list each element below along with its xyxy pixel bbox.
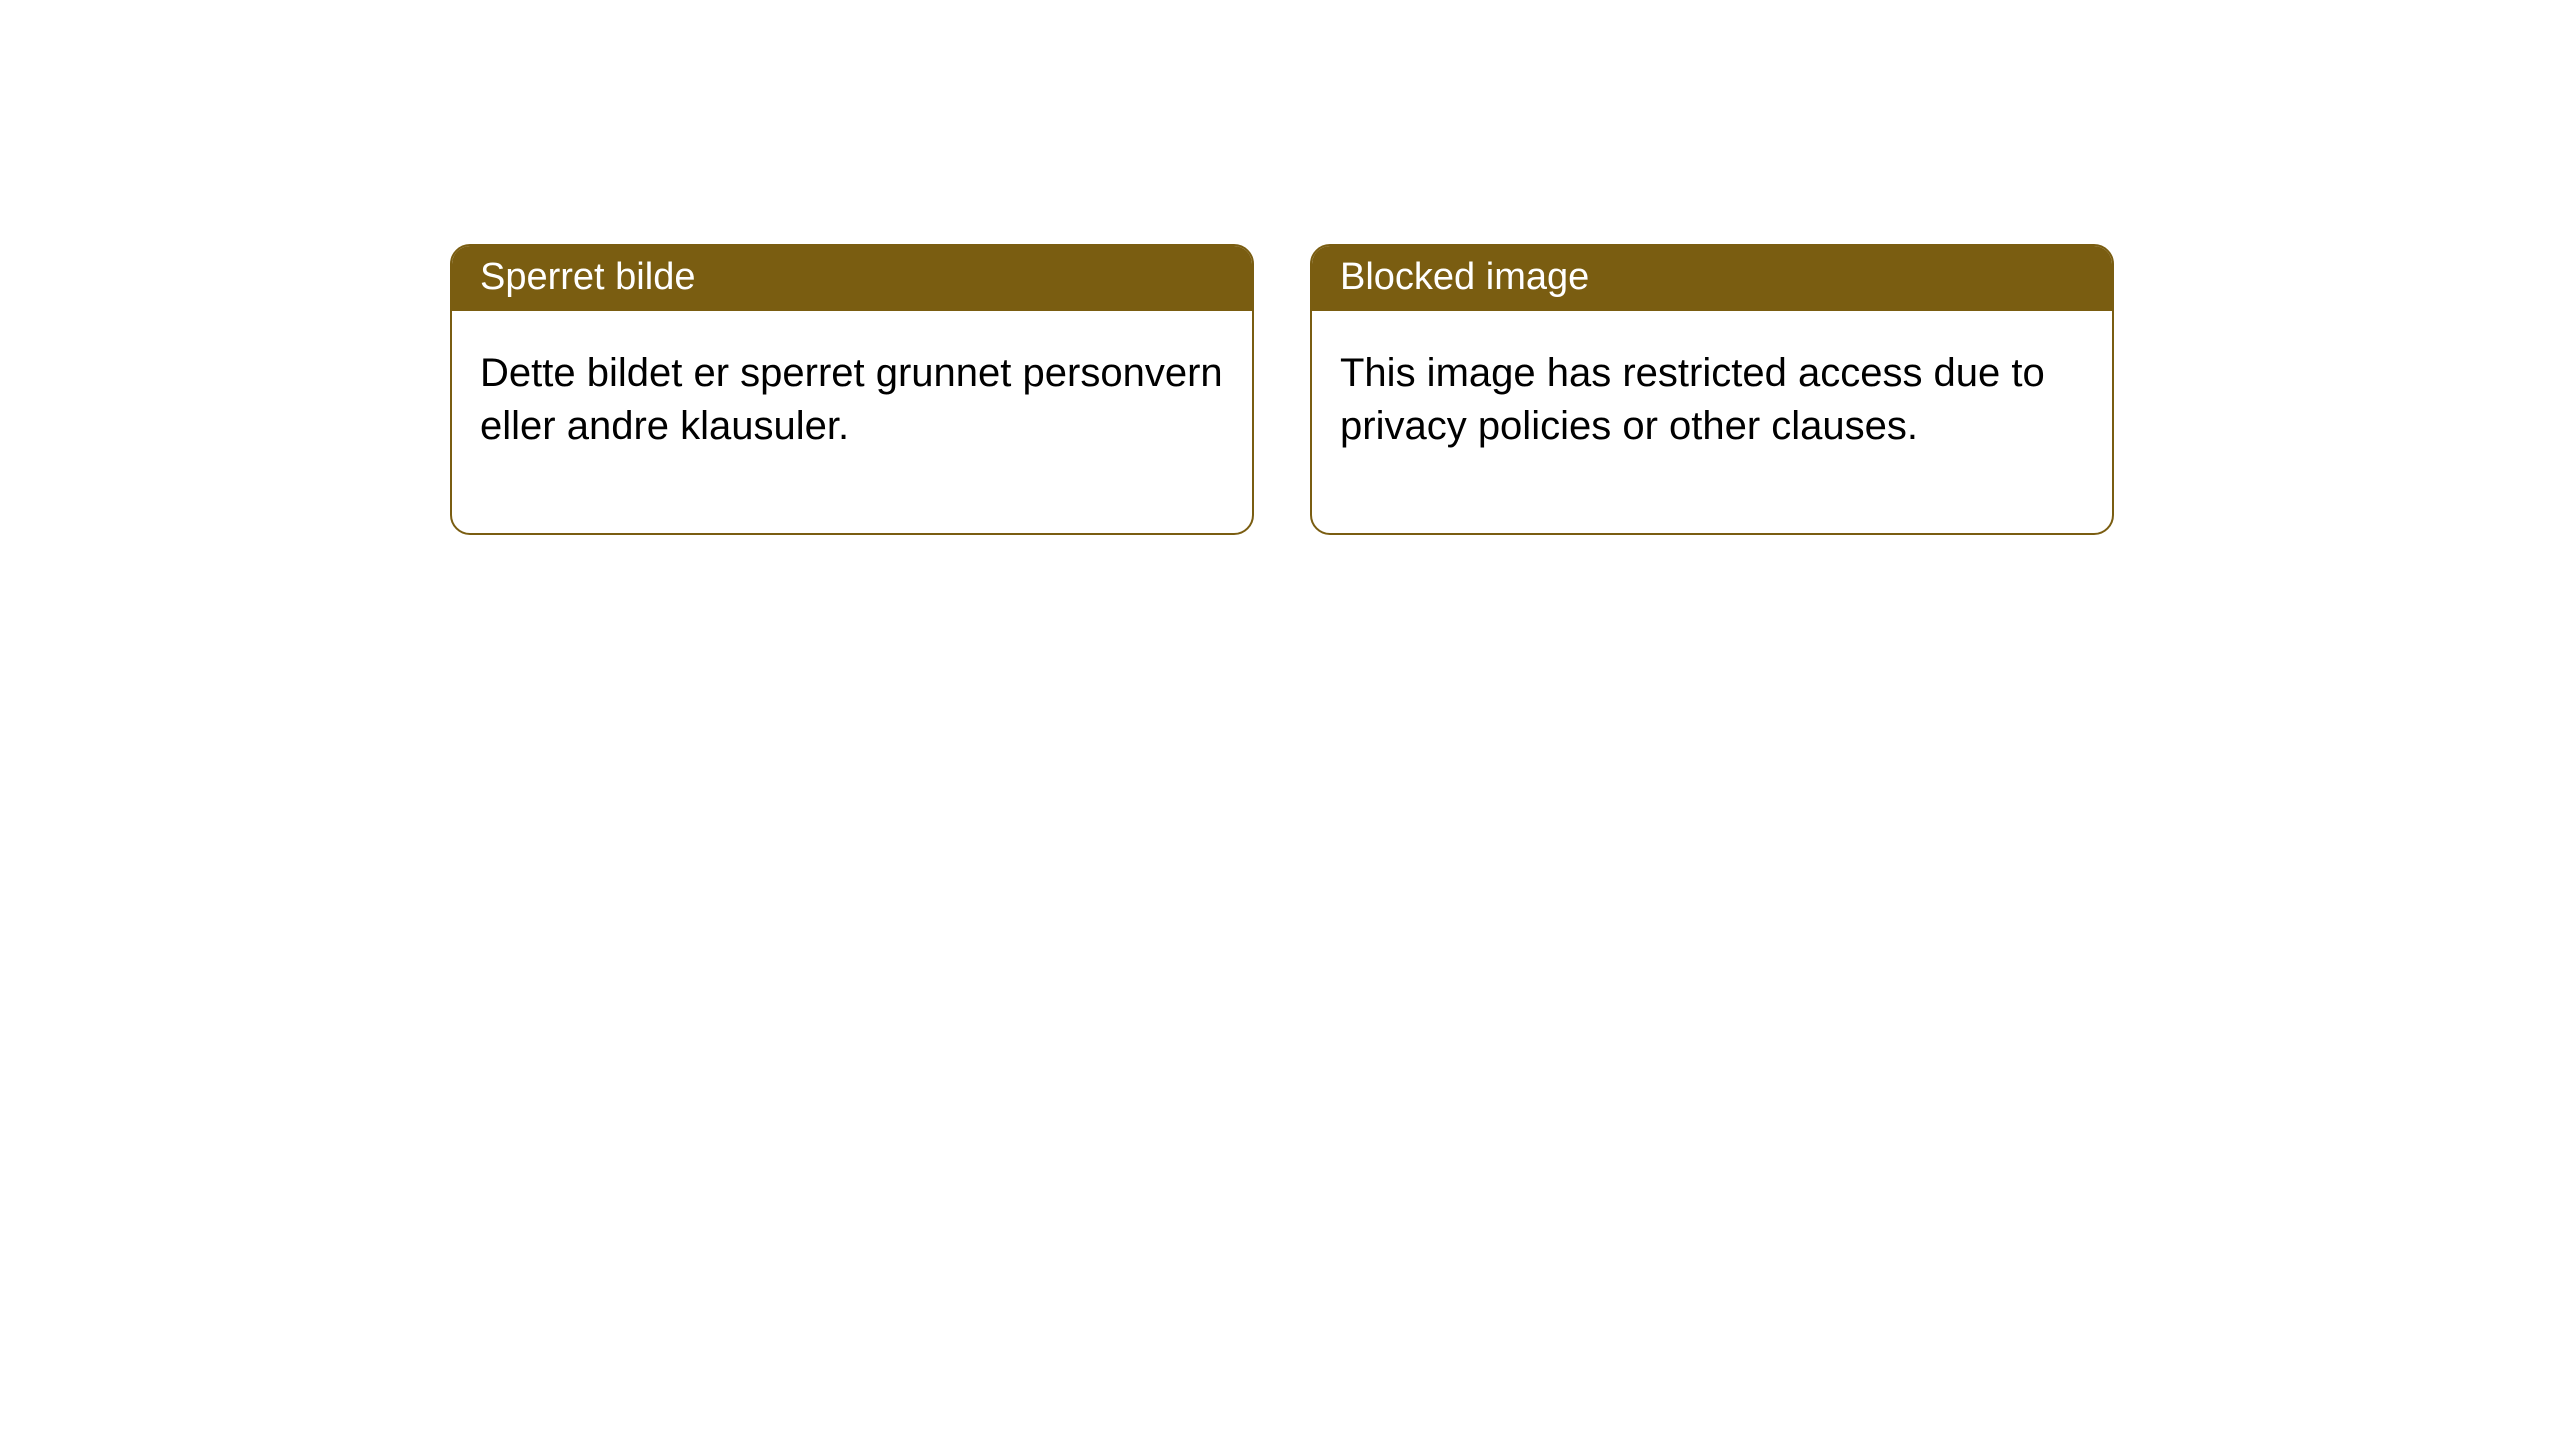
notice-body: This image has restricted access due to … (1312, 311, 2112, 533)
notice-header: Blocked image (1312, 246, 2112, 311)
notice-box-english: Blocked image This image has restricted … (1310, 244, 2114, 535)
notice-box-norwegian: Sperret bilde Dette bildet er sperret gr… (450, 244, 1254, 535)
notice-body: Dette bildet er sperret grunnet personve… (452, 311, 1252, 533)
notice-container: Sperret bilde Dette bildet er sperret gr… (0, 0, 2560, 535)
notice-header: Sperret bilde (452, 246, 1252, 311)
